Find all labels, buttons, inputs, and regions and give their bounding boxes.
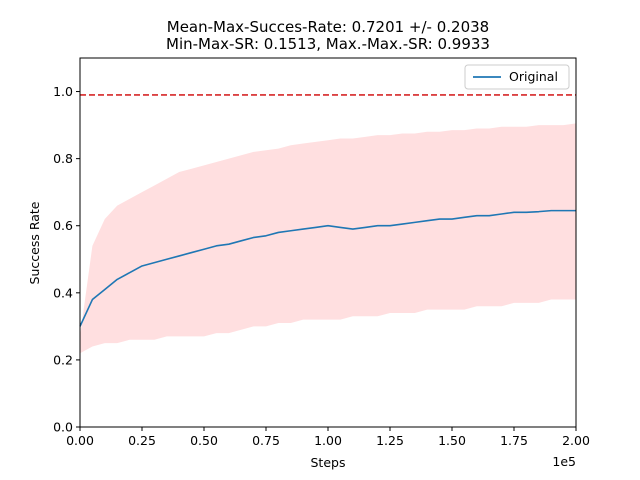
y-axis-label: Success Rate xyxy=(27,201,42,284)
x-offset-text: 1e5 xyxy=(552,454,576,469)
x-tick-label: 0.25 xyxy=(128,433,156,448)
y-tick-label: 0.8 xyxy=(53,151,73,166)
x-tick-label: 0.75 xyxy=(252,433,280,448)
legend-box xyxy=(464,64,570,90)
x-tick-label: 1.50 xyxy=(438,433,466,448)
chart-title-line-2: Min-Max-SR: 0.1513, Max.-Max.-SR: 0.9933 xyxy=(166,35,490,53)
x-tick-label: 1.75 xyxy=(500,433,528,448)
y-tick-label: 0.0 xyxy=(53,420,73,435)
x-tick-label: 1.25 xyxy=(376,433,404,448)
x-tick-label: 1.00 xyxy=(314,433,342,448)
y-tick-label: 0.6 xyxy=(53,218,73,233)
y-tick-label: 1.0 xyxy=(53,84,73,99)
chart-title-line-1: Mean-Max-Succes-Rate: 0.7201 +/- 0.2038 xyxy=(167,18,489,36)
x-tick-label: 0.00 xyxy=(66,433,94,448)
x-tick-label: 0.50 xyxy=(190,433,218,448)
band-area xyxy=(80,123,576,354)
x-axis-label: Steps xyxy=(311,455,346,470)
x-tick-label: 2.00 xyxy=(562,433,590,448)
y-tick-label: 0.4 xyxy=(53,285,73,300)
series-line-original xyxy=(79,209,576,327)
plot-area: 0.00 0.25 0.50 0.75 1.00 1.25 1.50 1.75 2.00 0.0 0… xyxy=(53,57,590,448)
y-tick-label: 0.2 xyxy=(53,352,73,367)
legend-label-original: Original xyxy=(509,69,558,84)
